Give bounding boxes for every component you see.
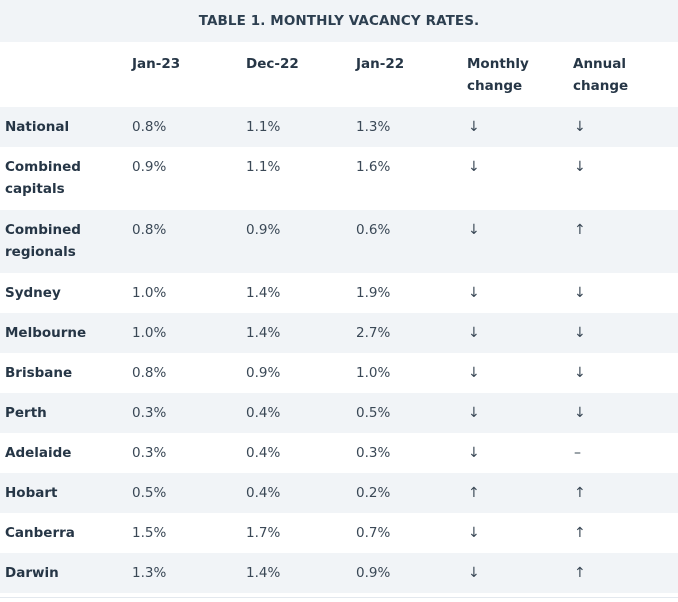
cell-jan23: 0.3% [132, 393, 246, 433]
monthly-change-icon: ↓ [467, 353, 573, 393]
region-name: Hobart [0, 473, 132, 513]
monthly-change-icon: ↓ [467, 147, 573, 210]
cell-jan22: 1.6% [356, 147, 467, 210]
annual-change-icon: ↓ [573, 107, 678, 147]
cell-dec22: 1.1% [246, 147, 356, 210]
annual-change-icon: ↑ [573, 473, 678, 513]
cell-jan22: 1.0% [356, 353, 467, 393]
region-name: Brisbane [0, 353, 132, 393]
table-row: Canberra 1.5% 1.7% 0.7% ↓ ↑ [0, 513, 678, 553]
cell-dec22: 0.9% [246, 353, 356, 393]
region-name: National [0, 107, 132, 147]
cell-dec22: 1.4% [246, 553, 356, 593]
table-row: Combined regionals 0.8% 0.9% 0.6% ↓ ↑ [0, 210, 678, 273]
table-row: Melbourne 1.0% 1.4% 2.7% ↓ ↓ [0, 313, 678, 353]
cell-dec22: 1.4% [246, 313, 356, 353]
cell-jan22: 0.5% [356, 393, 467, 433]
monthly-change-icon: ↓ [467, 433, 573, 473]
region-name: Melbourne [0, 313, 132, 353]
cell-dec22: 0.4% [246, 393, 356, 433]
cell-jan22: 0.6% [356, 210, 467, 273]
table-title: TABLE 1. MONTHLY VACANCY RATES. [0, 0, 678, 42]
monthly-change-icon: ↓ [467, 513, 573, 553]
cell-jan23: 1.5% [132, 513, 246, 553]
monthly-change-icon: ↓ [467, 107, 573, 147]
header-region [0, 42, 132, 107]
region-name: Perth [0, 393, 132, 433]
annual-change-icon: ↑ [573, 210, 678, 273]
table-row: Combined capitals 0.9% 1.1% 1.6% ↓ ↓ [0, 147, 678, 210]
monthly-change-icon: ↓ [467, 553, 573, 593]
cell-dec22: 1.1% [246, 107, 356, 147]
monthly-change-icon: ↓ [467, 313, 573, 353]
cell-jan22: 2.7% [356, 313, 467, 353]
cell-jan22: 0.9% [356, 553, 467, 593]
header-jan22: Jan-22 [356, 42, 467, 107]
table-row: Perth 0.3% 0.4% 0.5% ↓ ↓ [0, 393, 678, 433]
header-row: Jan-23 Dec-22 Jan-22 Monthly change Annu… [0, 42, 678, 107]
cell-jan23: 0.8% [132, 210, 246, 273]
annual-change-icon: ↓ [573, 393, 678, 433]
cell-jan23: 1.0% [132, 273, 246, 313]
cell-jan22: 0.3% [356, 433, 467, 473]
annual-change-icon: ↑ [573, 513, 678, 553]
cell-jan23: 1.0% [132, 313, 246, 353]
monthly-change-icon: ↑ [467, 473, 573, 513]
cell-jan23: 1.3% [132, 553, 246, 593]
table-row: Adelaide 0.3% 0.4% 0.3% ↓ – [0, 433, 678, 473]
cell-jan22: 0.2% [356, 473, 467, 513]
annual-change-icon: ↑ [573, 553, 678, 593]
monthly-change-icon: ↓ [467, 393, 573, 433]
annual-change-icon: ↓ [573, 313, 678, 353]
cell-dec22: 1.7% [246, 513, 356, 553]
region-name: Darwin [0, 553, 132, 593]
cell-jan22: 1.3% [356, 107, 467, 147]
cell-jan22: 1.9% [356, 273, 467, 313]
cell-jan23: 0.3% [132, 433, 246, 473]
header-monthly-change: Monthly change [467, 42, 573, 107]
header-annual-change: Annual change [573, 42, 678, 107]
header-dec22: Dec-22 [246, 42, 356, 107]
region-name: Combined regionals [0, 210, 132, 273]
cell-dec22: 0.4% [246, 433, 356, 473]
table-row: Sydney 1.0% 1.4% 1.9% ↓ ↓ [0, 273, 678, 313]
table-row: Hobart 0.5% 0.4% 0.2% ↑ ↑ [0, 473, 678, 513]
region-name: Combined capitals [0, 147, 132, 210]
region-name: Canberra [0, 513, 132, 553]
cell-dec22: 0.4% [246, 473, 356, 513]
monthly-change-icon: ↓ [467, 273, 573, 313]
annual-change-icon: ↓ [573, 147, 678, 210]
header-jan23: Jan-23 [132, 42, 246, 107]
region-name: Adelaide [0, 433, 132, 473]
cell-dec22: 0.9% [246, 210, 356, 273]
table-body: National 0.8% 1.1% 1.3% ↓ ↓ Combined capitals 0… [0, 107, 678, 593]
annual-change-icon: – [573, 433, 678, 473]
cell-jan22: 0.7% [356, 513, 467, 553]
table-row: National 0.8% 1.1% 1.3% ↓ ↓ [0, 107, 678, 147]
cell-jan23: 0.5% [132, 473, 246, 513]
vacancy-rates-table: Jan-23 Dec-22 Jan-22 Monthly change Annu… [0, 42, 678, 593]
cell-jan23: 0.9% [132, 147, 246, 210]
annual-change-icon: ↓ [573, 353, 678, 393]
table-row: Darwin 1.3% 1.4% 0.9% ↓ ↑ [0, 553, 678, 593]
cell-jan23: 0.8% [132, 353, 246, 393]
monthly-change-icon: ↓ [467, 210, 573, 273]
region-name: Sydney [0, 273, 132, 313]
cell-dec22: 1.4% [246, 273, 356, 313]
annual-change-icon: ↓ [573, 273, 678, 313]
cell-jan23: 0.8% [132, 107, 246, 147]
table-row: Brisbane 0.8% 0.9% 1.0% ↓ ↓ [0, 353, 678, 393]
